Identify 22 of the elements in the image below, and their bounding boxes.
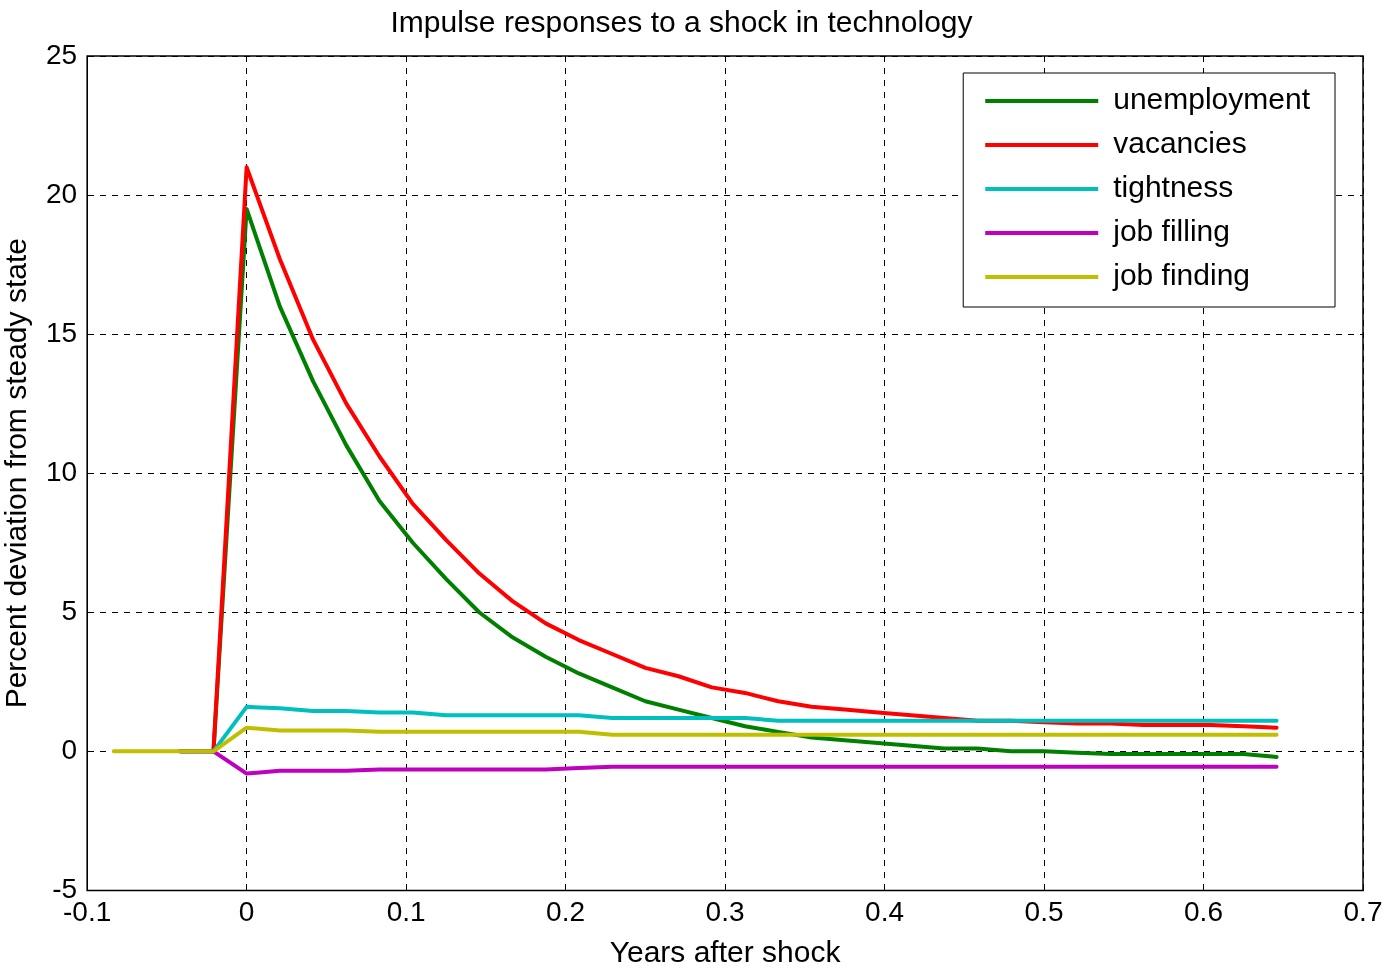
legend-label: tightness [1113, 170, 1234, 204]
x-tick-label: 0.6 [1184, 895, 1223, 927]
y-axis-title: Percent deviation from steady state [0, 238, 33, 709]
legend-label: job finding [1112, 258, 1251, 292]
legend-label: job filling [1112, 214, 1230, 248]
chart-title: Impulse responses to a shock in technology [390, 5, 973, 39]
legend-label: vacancies [1113, 126, 1247, 160]
y-tick-label: 10 [45, 455, 78, 487]
x-tick-label: 0.5 [1024, 895, 1064, 927]
x-tick-label: 0.1 [386, 895, 426, 927]
x-tick-label: 0.4 [865, 895, 905, 927]
y-tick-label: 20 [45, 177, 78, 209]
x-tick-label: 0.2 [546, 895, 586, 927]
x-tick-label: 0.3 [705, 895, 745, 927]
y-tick-label: 0 [61, 734, 78, 766]
y-tick-label: 5 [61, 594, 78, 626]
y-tick-label: 25 [45, 38, 78, 70]
x-tick-label: 0.7 [1343, 895, 1383, 927]
y-tick-label: 15 [45, 316, 78, 348]
x-axis-title: Years after shock [609, 935, 842, 969]
x-tick-label: 0 [238, 895, 255, 927]
legend-label: unemployment [1113, 82, 1311, 116]
